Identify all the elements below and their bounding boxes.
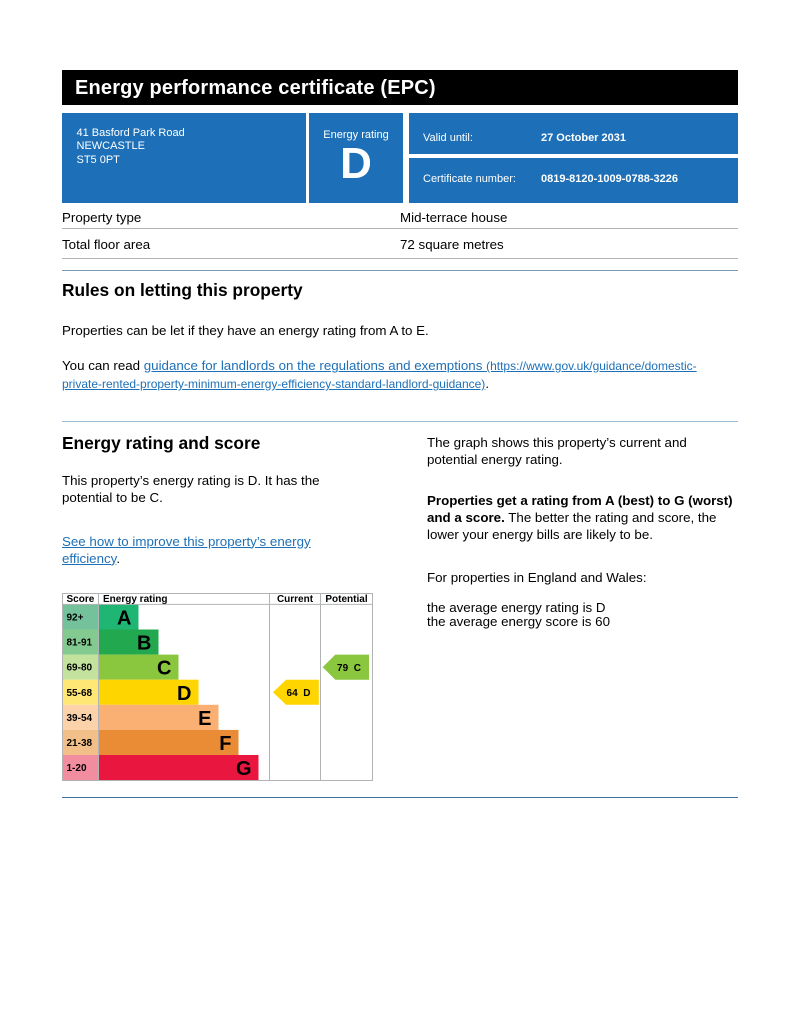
svg-text:F: F [219,733,231,755]
svg-text:E: E [198,708,211,730]
svg-text:92+: 92+ [67,613,84,624]
svg-text:39-54: 39-54 [67,713,93,724]
svg-text:A: A [117,608,131,630]
svg-text:21-38: 21-38 [67,738,93,749]
svg-text:B: B [137,633,151,655]
svg-text:D: D [177,683,191,705]
svg-text:64 D: 64 D [287,688,311,699]
svg-text:Potential: Potential [325,594,367,605]
svg-text:Score: Score [67,594,95,605]
svg-text:C: C [157,658,171,680]
svg-text:Energy rating: Energy rating [103,594,167,605]
svg-text:81-91: 81-91 [67,638,93,649]
svg-text:G: G [236,758,252,780]
svg-text:69-80: 69-80 [67,663,93,674]
svg-text:1-20: 1-20 [67,763,87,774]
svg-text:Current: Current [277,594,314,605]
svg-text:55-68: 55-68 [67,688,93,699]
svg-text:79 C: 79 C [337,663,361,674]
